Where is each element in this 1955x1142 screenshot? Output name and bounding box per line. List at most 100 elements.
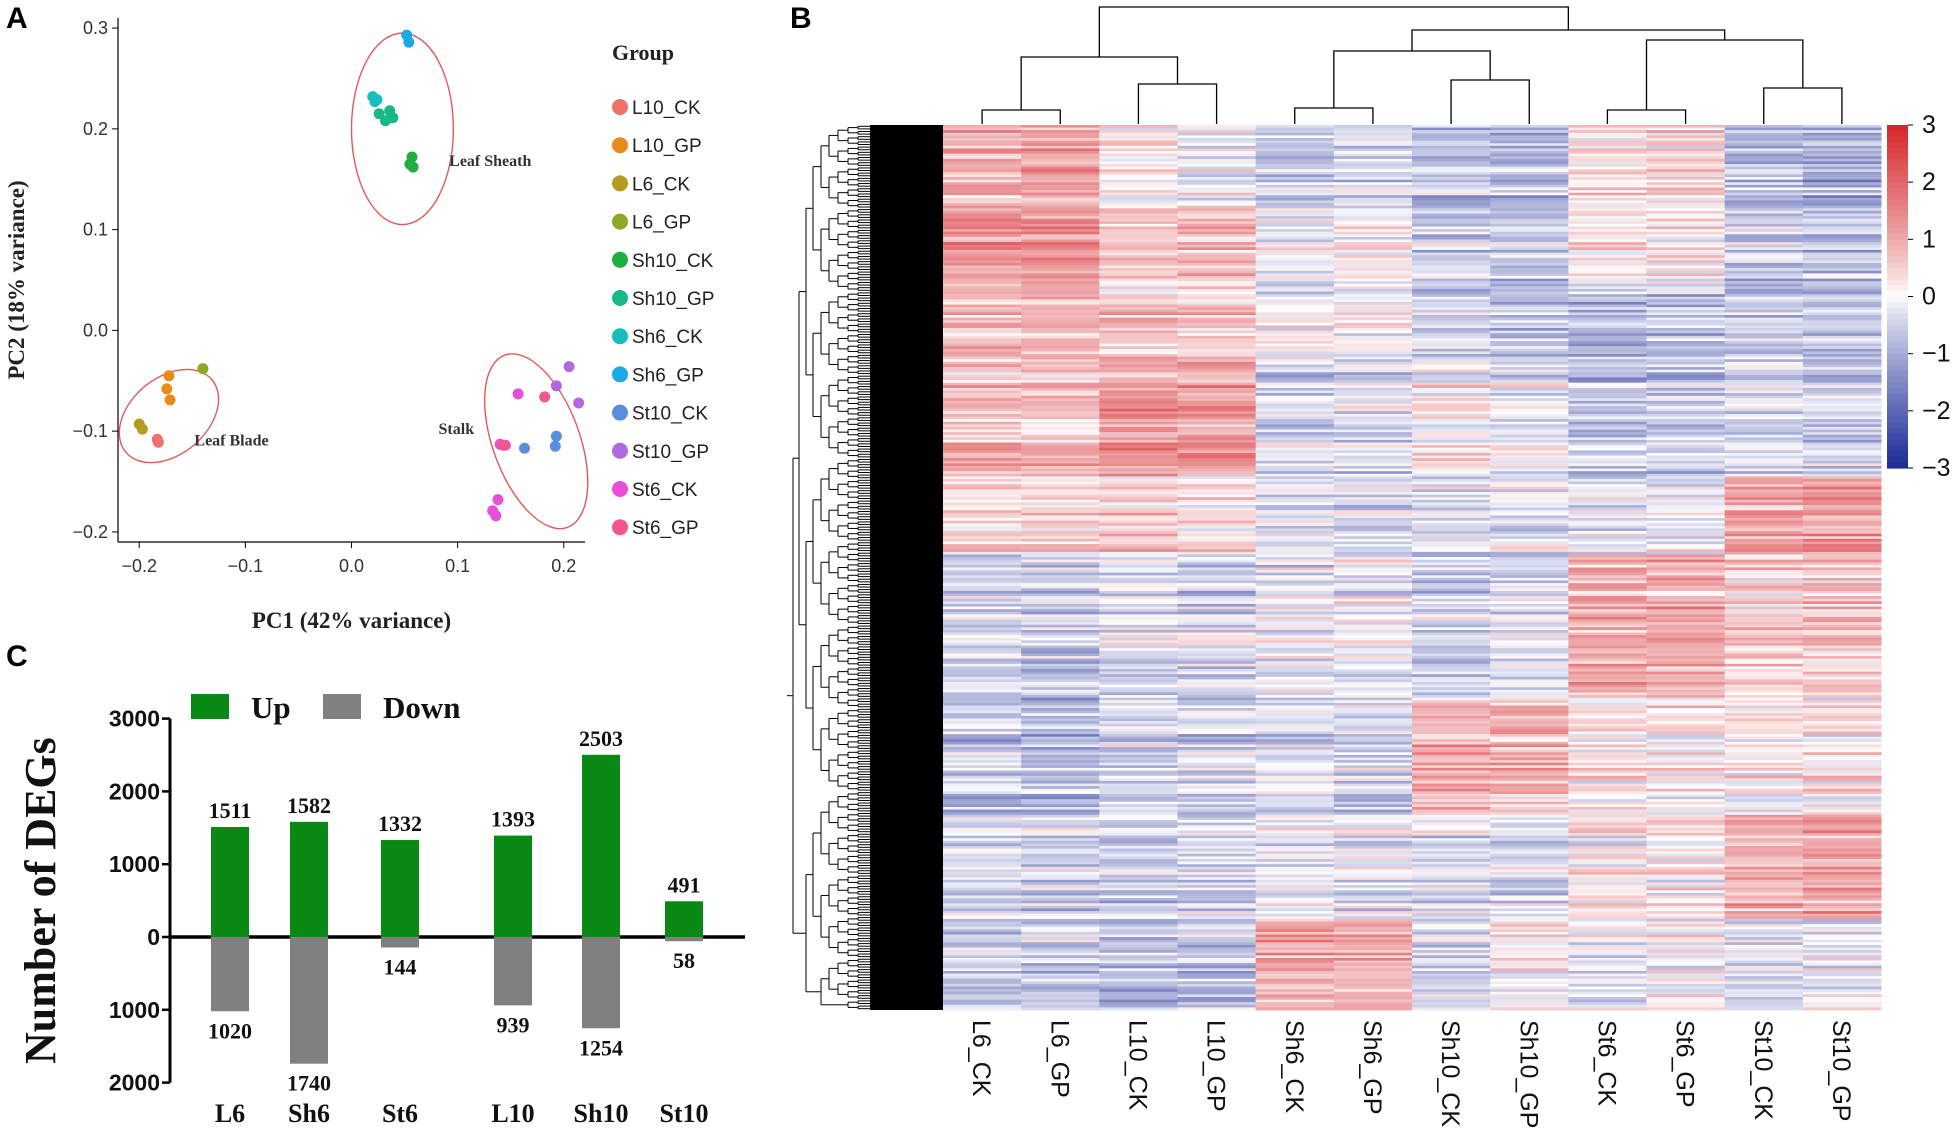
heatmap-cell [1568, 158, 1647, 162]
heatmap-cell [1802, 674, 1882, 678]
heatmap-cell [943, 158, 1022, 162]
heatmap-cell [1021, 294, 1100, 298]
heatmap-cell [1177, 1004, 1257, 1008]
heatmap-cell [1255, 429, 1335, 433]
heatmap-cell [1802, 317, 1882, 321]
heatmap-cell [1412, 632, 1491, 636]
heatmap-cell [1568, 525, 1647, 529]
heatmap-cell [1802, 393, 1882, 397]
heatmap-cell [1646, 479, 1726, 483]
heatmap-cell [1333, 242, 1413, 246]
heatmap-cell [1021, 692, 1100, 696]
heatmap-cell [1021, 676, 1100, 680]
heatmap-cell [943, 593, 1022, 597]
heatmap-cell [1021, 903, 1100, 907]
heatmap-cell [1568, 596, 1647, 600]
heatmap-cell [1568, 135, 1647, 139]
heatmap-cell [1412, 861, 1491, 865]
heatmap-cell [1724, 575, 1804, 579]
heatmap-cell [1724, 965, 1804, 969]
heatmap-cell [1177, 395, 1257, 399]
heatmap-cell [1021, 887, 1100, 891]
heatmap-cell [1412, 216, 1491, 220]
heatmap-cell [1802, 476, 1882, 480]
heatmap-cell [1333, 439, 1413, 443]
heatmap-cell [1099, 359, 1178, 363]
heatmap-cell [1099, 676, 1178, 680]
heatmap-cell [943, 354, 1022, 358]
heatmap-cell [1412, 187, 1491, 191]
heatmap-cell [1333, 203, 1413, 207]
heatmap-cell [1255, 663, 1335, 667]
heatmap-cell [1802, 557, 1882, 561]
heatmap-cell [1177, 143, 1257, 147]
heatmap-cell [943, 432, 1022, 436]
heatmap-cell [1568, 629, 1647, 633]
heatmap-cell [1099, 965, 1178, 969]
heatmap-cell [1490, 210, 1569, 214]
heatmap-cell [943, 471, 1022, 475]
heatmap-cell [1333, 572, 1413, 576]
heatmap-cell [1724, 354, 1804, 358]
heatmap-cell [1490, 434, 1569, 438]
heatmap-cell [1802, 939, 1882, 943]
heatmap-cell [1646, 471, 1726, 475]
heatmap-cell [943, 645, 1022, 649]
heatmap-cell [1724, 208, 1804, 212]
heatmap-cell [1724, 879, 1804, 883]
heatmap-cell [1177, 486, 1257, 490]
heatmap-cell [1490, 270, 1569, 274]
heatmap-cell [1490, 864, 1569, 868]
heatmap-cell [1177, 458, 1257, 462]
heatmap-cell [1021, 890, 1100, 894]
heatmap-cell [1646, 830, 1726, 834]
heatmap-cell [1802, 869, 1882, 873]
heatmap-cell [1333, 663, 1413, 667]
heatmap-cell [1724, 739, 1804, 743]
heatmap-cell [1724, 184, 1804, 188]
heatmap-cell [1490, 249, 1569, 253]
heatmap-cell [1021, 968, 1100, 972]
heatmap-cell [1099, 955, 1178, 959]
heatmap-cell [1412, 603, 1491, 607]
heatmap-cell [1724, 325, 1804, 329]
heatmap-cell [1646, 684, 1726, 688]
heatmap-cell [1490, 702, 1569, 706]
heatmap-cell [943, 627, 1022, 631]
heatmap-cell [1099, 908, 1178, 912]
heatmap-cell [1099, 302, 1178, 306]
heatmap-cell [1568, 648, 1647, 652]
heatmap-cell [1646, 460, 1726, 464]
heatmap-cell [1724, 747, 1804, 751]
heatmap-cell [1412, 747, 1491, 751]
heatmap-cell [1568, 773, 1647, 777]
heatmap-cell [1802, 400, 1882, 404]
heatmap-cell [1099, 890, 1178, 894]
heatmap-cell [1099, 937, 1178, 941]
heatmap-cell [1333, 317, 1413, 321]
heatmap-cell [1021, 531, 1100, 535]
heatmap-cell [943, 192, 1022, 196]
heatmap-cell [1177, 158, 1257, 162]
heatmap-cell [1568, 385, 1647, 389]
heatmap-cell [1490, 525, 1569, 529]
heatmap-cell [1333, 512, 1413, 516]
heatmap-cell [1021, 835, 1100, 839]
heatmap-cell [1177, 302, 1257, 306]
heatmap-cell [1568, 174, 1647, 178]
heatmap-cell [1724, 736, 1804, 740]
heatmap-cell [1490, 385, 1569, 389]
heatmap-cell [1099, 130, 1178, 134]
heatmap-cell [1333, 437, 1413, 441]
heatmap-cell [1255, 843, 1335, 847]
heatmap-cell [943, 307, 1022, 311]
heatmap-cell [1646, 965, 1726, 969]
heatmap-cell [1412, 692, 1491, 696]
heatmap-cell [1490, 728, 1569, 732]
heatmap-cell [1724, 252, 1804, 256]
heatmap-cell [1568, 859, 1647, 863]
heatmap-cell [1646, 291, 1726, 295]
heatmap-cell [1568, 609, 1647, 613]
heatmap-cell [1099, 960, 1178, 964]
heatmap-cell [1490, 624, 1569, 628]
